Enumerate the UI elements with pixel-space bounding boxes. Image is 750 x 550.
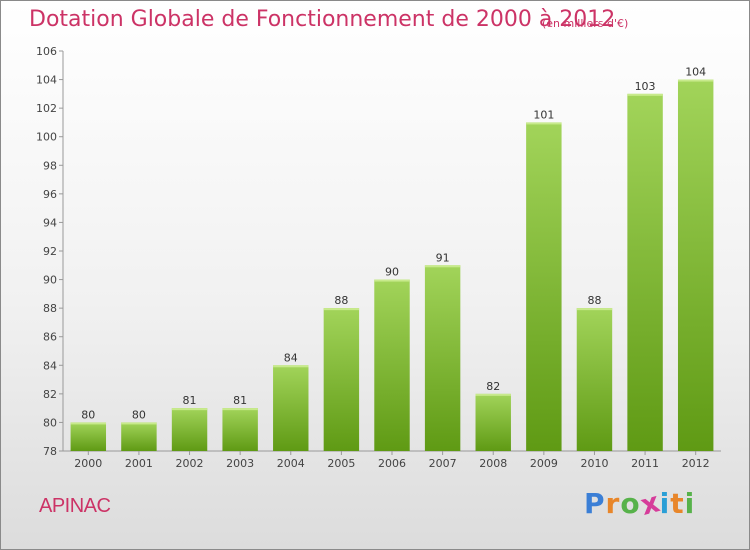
chart-bars bbox=[70, 79, 714, 452]
bar bbox=[627, 93, 663, 451]
y-tick-label: 94 bbox=[43, 216, 57, 229]
bar-value-label: 90 bbox=[385, 266, 399, 279]
x-tick-label: 2007 bbox=[429, 457, 457, 470]
bar-value-label: 81 bbox=[233, 394, 247, 407]
bar bbox=[70, 422, 107, 451]
x-tick-label: 2008 bbox=[479, 457, 507, 470]
logo-letter: P bbox=[584, 487, 606, 520]
x-tick-label: 2005 bbox=[327, 457, 355, 470]
bar bbox=[171, 408, 208, 451]
x-tick-label: 2012 bbox=[682, 457, 710, 470]
y-tick-label: 104 bbox=[36, 74, 57, 87]
x-tick-label: 2010 bbox=[580, 457, 608, 470]
y-tick-label: 102 bbox=[36, 102, 57, 115]
bar-highlight bbox=[526, 122, 562, 125]
bar-value-label: 82 bbox=[486, 380, 500, 393]
logo-letter: i bbox=[684, 487, 696, 520]
y-tick-label: 98 bbox=[43, 159, 57, 172]
bar-highlight bbox=[171, 408, 208, 411]
x-tick-label: 2011 bbox=[631, 457, 659, 470]
bar-value-label: 80 bbox=[81, 408, 95, 421]
y-tick-label: 106 bbox=[36, 45, 57, 58]
bar-value-label: 103 bbox=[635, 80, 656, 93]
bar bbox=[374, 279, 410, 451]
bar-highlight bbox=[121, 422, 157, 425]
chart-unit-label: (en milliers d'€) bbox=[542, 17, 629, 30]
bar bbox=[222, 408, 258, 451]
y-tick-label: 80 bbox=[43, 416, 57, 429]
y-tick-label: 88 bbox=[43, 302, 57, 315]
y-tick-label: 86 bbox=[43, 331, 57, 344]
bar bbox=[526, 122, 562, 451]
chart-title: Dotation Globale de Fonctionnement de 20… bbox=[29, 7, 616, 32]
y-tick-label: 100 bbox=[36, 131, 57, 144]
bar-highlight bbox=[627, 93, 663, 96]
x-tick-label: 2006 bbox=[378, 457, 406, 470]
proxiti-logo: Proxiti bbox=[584, 485, 696, 522]
bar-value-label: 101 bbox=[533, 108, 554, 121]
bar-highlight bbox=[576, 308, 613, 311]
bar-value-label: 104 bbox=[685, 66, 706, 79]
x-tick-label: 2004 bbox=[277, 457, 305, 470]
x-tick-label: 2009 bbox=[530, 457, 558, 470]
y-tick-label: 92 bbox=[43, 245, 57, 258]
bar-value-label: 88 bbox=[587, 294, 601, 307]
bar-highlight bbox=[70, 422, 107, 425]
bar-highlight bbox=[424, 265, 461, 268]
y-tick-label: 78 bbox=[43, 445, 57, 458]
bar bbox=[323, 308, 360, 451]
bar bbox=[677, 79, 714, 452]
logo-letter: t bbox=[670, 487, 685, 520]
x-tick-label: 2003 bbox=[226, 457, 254, 470]
logo-letter: i bbox=[659, 487, 671, 520]
bar-highlight bbox=[677, 79, 714, 82]
bar bbox=[273, 365, 309, 451]
y-tick-label: 82 bbox=[43, 388, 57, 401]
logo-letter: o bbox=[620, 487, 641, 520]
bar-highlight bbox=[323, 308, 360, 311]
commune-name: APINAC bbox=[39, 495, 111, 517]
bar-highlight bbox=[273, 365, 309, 368]
bar-highlight bbox=[222, 408, 258, 411]
bar-value-label: 84 bbox=[284, 351, 298, 364]
logo-letter: r bbox=[605, 487, 621, 520]
x-tick-label: 2001 bbox=[125, 457, 153, 470]
x-tick-label: 2000 bbox=[74, 457, 102, 470]
bar bbox=[424, 265, 461, 451]
y-tick-label: 96 bbox=[43, 188, 57, 201]
bar-value-label: 80 bbox=[132, 408, 146, 421]
y-tick-label: 84 bbox=[43, 359, 57, 372]
chart-axes: 78 80 82 84 86 88 90 92 94 96 98 100 102 104 106 2000 20… bbox=[36, 45, 721, 470]
bar-value-label: 91 bbox=[436, 251, 450, 264]
bar bbox=[475, 393, 511, 451]
y-tick-label: 90 bbox=[43, 274, 57, 287]
bar-value-label: 81 bbox=[183, 394, 197, 407]
bar-highlight bbox=[374, 279, 410, 282]
bar-value-label: 88 bbox=[334, 294, 348, 307]
bar-highlight bbox=[475, 393, 511, 396]
bar bbox=[121, 422, 157, 451]
bar bbox=[576, 308, 613, 451]
x-tick-label: 2002 bbox=[176, 457, 204, 470]
chart-data-labels: 80 80 81 81 84 88 90 91 82 101 88 103 104 bbox=[81, 66, 706, 422]
